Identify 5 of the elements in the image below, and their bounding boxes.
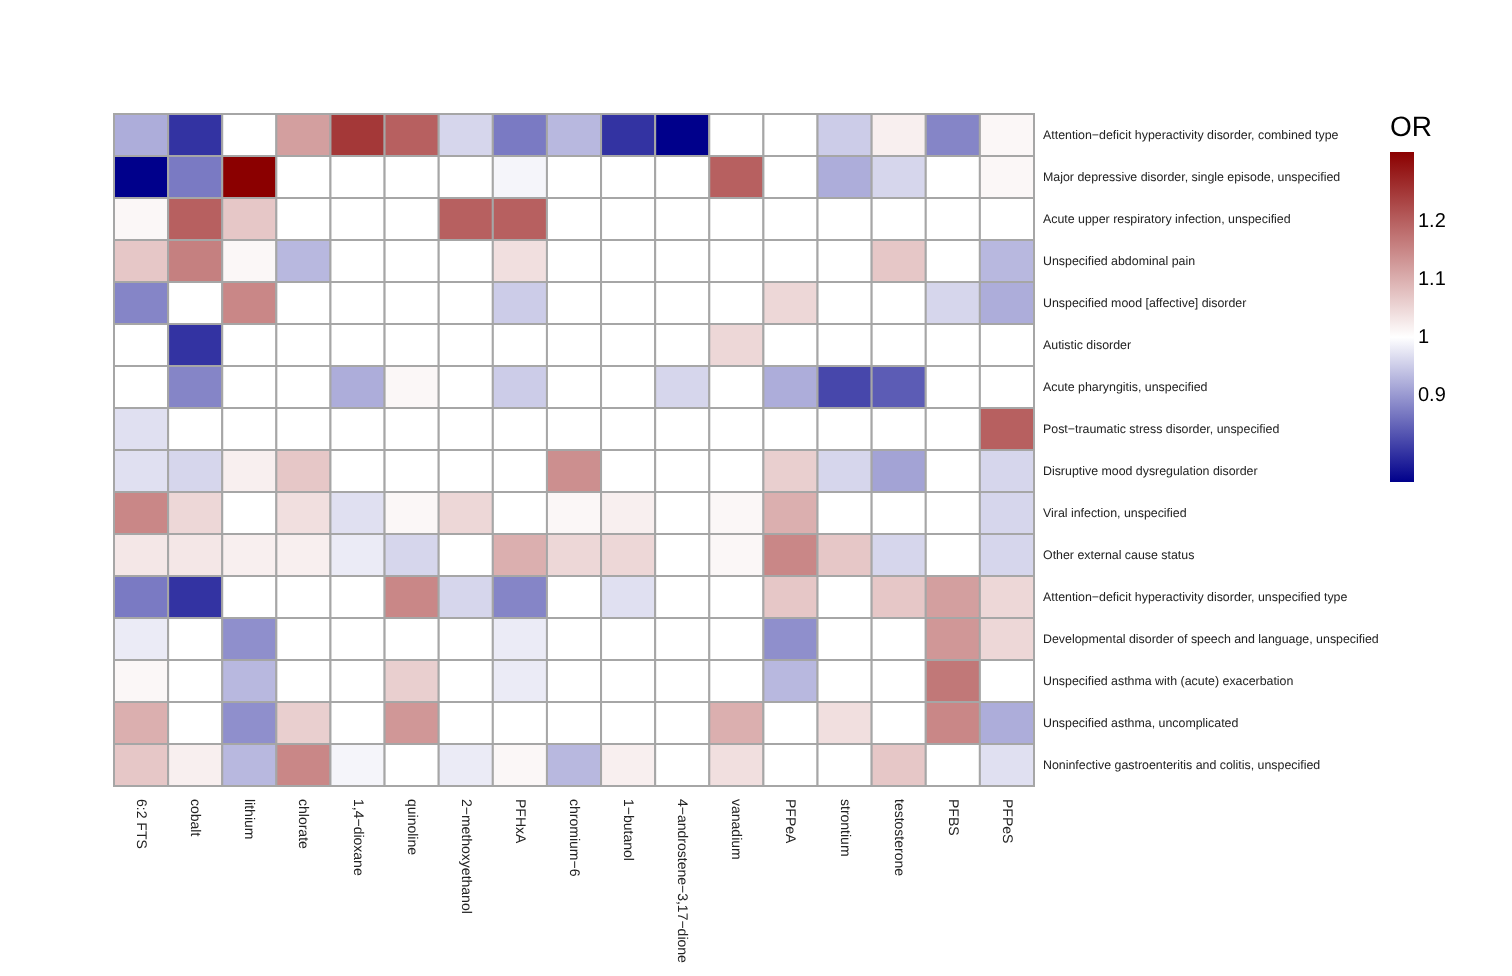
color-bar-label: 1.1: [1418, 269, 1447, 292]
color-bar-label: 0.9: [1418, 385, 1447, 408]
color-bar-title: OR: [1390, 110, 1432, 142]
color-bar-label: 1.2: [1418, 211, 1447, 234]
color-bar-label: 1: [1418, 327, 1430, 350]
